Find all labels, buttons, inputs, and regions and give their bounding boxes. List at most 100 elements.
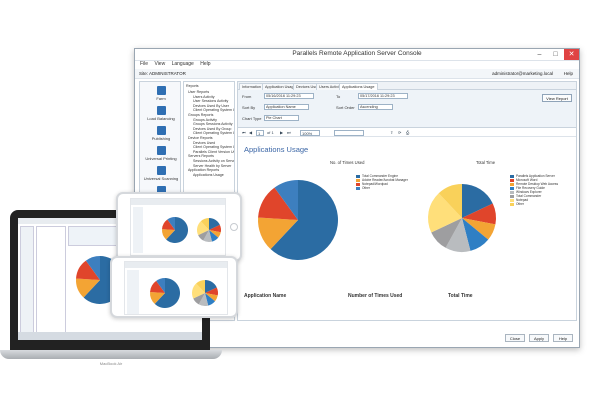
- tree-item[interactable]: Devices Used By Group: [193, 126, 232, 131]
- home-button-icon[interactable]: [230, 223, 238, 231]
- legend-swatch: [510, 202, 514, 206]
- tree-item[interactable]: Server Health by Server: [193, 163, 232, 168]
- last-page-icon[interactable]: ⏭: [287, 130, 291, 135]
- total-time-pie-slice: [428, 193, 462, 233]
- phone-bottom-sidebar: [127, 270, 139, 314]
- legend-swatch: [510, 182, 514, 186]
- times-used-legend-item: Other: [356, 186, 408, 190]
- phone1-total-time-pie-slice: [209, 218, 220, 230]
- phone-bottom: [110, 256, 238, 318]
- tab-information[interactable]: Information: [239, 83, 264, 90]
- sidebar-item-farm[interactable]: Farm: [140, 86, 182, 101]
- view-report-button[interactable]: View Report: [542, 94, 572, 102]
- tree-item[interactable]: Groups Reports: [188, 113, 214, 117]
- phone1-total-time-pie-slice: [203, 230, 212, 242]
- user-account[interactable]: administrator@marketing.local: [492, 71, 553, 76]
- total-time-legend-item: Notepad: [510, 198, 558, 202]
- chart1-legend: Total Commander Engine Adobe Reader/Acrob…: [356, 174, 408, 190]
- total-time-pie-slice: [462, 184, 493, 218]
- tree-item[interactable]: Application Reports: [188, 168, 220, 173]
- tree-item[interactable]: Device Reports: [188, 136, 213, 140]
- column-total-time: Total Time: [448, 293, 473, 299]
- tab-applications-usage[interactable]: Applications Usage: [339, 83, 378, 90]
- first-page-icon[interactable]: ⏮: [242, 130, 246, 135]
- close-window-button[interactable]: ✕: [564, 49, 579, 60]
- next-page-icon[interactable]: ▶: [280, 130, 284, 135]
- tree-item[interactable]: Servers Reports: [188, 154, 214, 159]
- legend-swatch: [510, 194, 514, 198]
- connection-icon: [156, 186, 166, 195]
- tree-item[interactable]: Devices Used By User: [193, 103, 229, 108]
- legend-swatch: [510, 190, 514, 194]
- help-button[interactable]: Help: [553, 334, 573, 342]
- legend-label: Remote Desktop Web Access: [516, 182, 559, 186]
- tree-item[interactable]: Applications Usage: [193, 172, 224, 177]
- phone1-total-time-pie-slice: [209, 230, 221, 238]
- phone2-times-used-pie-slice: [150, 292, 165, 304]
- chart2-legend: Parallels Application Server Microsoft Wo…: [510, 174, 558, 206]
- tree-item[interactable]: Groups Activity: [193, 117, 217, 122]
- tree-item[interactable]: Parallels Client Version Used: [193, 149, 235, 154]
- times-used-legend-item: Total Commander Engine: [356, 174, 408, 178]
- tree-item[interactable]: Client Operating System Use: [193, 108, 235, 113]
- phone1-total-time-pie-slice: [198, 230, 209, 241]
- tree-item[interactable]: Users Activity: [193, 94, 215, 99]
- phone-top-sidebar: [133, 207, 143, 253]
- menu-view[interactable]: View: [154, 61, 166, 67]
- zoom-select[interactable]: 100%: [300, 130, 320, 136]
- find-input[interactable]: [334, 130, 364, 136]
- menu-bar: File View Language Help: [135, 61, 579, 69]
- legend-label: Other: [362, 186, 370, 190]
- sidebar-item-load-balancing[interactable]: Load Balancing: [140, 106, 182, 121]
- refresh-icon[interactable]: ⟳: [398, 130, 402, 135]
- sidebar-item-universal-printing[interactable]: Universal Printing: [140, 146, 182, 161]
- phone2-total-time-pie-slice: [193, 293, 205, 305]
- tree-item[interactable]: User Reports: [188, 90, 210, 94]
- phone2-total-time-pie-slice: [205, 293, 218, 302]
- laptop-tree: [36, 226, 66, 334]
- total-time-pie-slice: [445, 218, 471, 252]
- sort-order-select[interactable]: Ascending: [358, 104, 393, 110]
- times-used-pie-slice: [258, 217, 298, 250]
- site-bar: Site: ADMINISTRATOR administrator@market…: [135, 69, 579, 79]
- tree-header[interactable]: Reports: [186, 84, 199, 88]
- tree-item[interactable]: Client Operating System Used: [193, 145, 234, 150]
- export-icon[interactable]: ⇪: [390, 130, 394, 135]
- help-menu[interactable]: Help: [563, 71, 573, 76]
- from-date-field[interactable]: 05/16/2016 11:29:23: [264, 93, 314, 99]
- site-selector[interactable]: Site: ADMINISTRATOR: [139, 71, 186, 76]
- tree-item[interactable]: Client Operating System Use: [193, 131, 235, 136]
- legend-label: Other: [516, 202, 524, 206]
- menu-language[interactable]: Language: [171, 61, 194, 67]
- page-number-input[interactable]: 1: [256, 130, 264, 136]
- menu-file[interactable]: File: [140, 61, 149, 67]
- tree-item[interactable]: User Sessions Activity: [193, 99, 229, 104]
- close-button[interactable]: Close: [505, 334, 525, 342]
- filter-panel: From 05/16/2016 11:29:23 To 05/17/2016 1…: [238, 90, 576, 128]
- to-date-field[interactable]: 05/17/2016 11:29:23: [358, 93, 408, 99]
- column-application-name: Application Name: [244, 293, 287, 299]
- menu-help[interactable]: Help: [200, 61, 211, 67]
- maximize-button[interactable]: □: [553, 51, 558, 58]
- minimize-button[interactable]: –: [537, 51, 542, 58]
- apply-button[interactable]: Apply: [529, 334, 549, 342]
- tree-item[interactable]: Devices Used: [193, 140, 216, 145]
- total-time-legend-item: Microsoft Word: [510, 178, 558, 182]
- legend-swatch: [510, 174, 514, 178]
- total-time-pie-slice: [462, 218, 496, 240]
- legend-label: Microsoft Word: [516, 178, 538, 182]
- sidebar-item-universal-scanning[interactable]: Universal Scanning: [140, 166, 182, 181]
- legend-swatch: [510, 178, 514, 182]
- times-used-legend-item: Notepad/Wordpad: [356, 182, 408, 186]
- tree-item[interactable]: Sessions Activity on Server: [193, 159, 235, 163]
- chart-type-select[interactable]: Pie Chart: [264, 115, 299, 121]
- sidebar-item-publishing[interactable]: Publishing: [140, 126, 182, 141]
- page-count: of 1: [267, 130, 274, 135]
- tree-item[interactable]: Groups Sessions Activity: [193, 122, 233, 127]
- prev-page-icon[interactable]: ◀: [249, 130, 253, 135]
- print-icon[interactable]: ⎙: [406, 130, 410, 135]
- sort-by-select[interactable]: Application Name: [264, 104, 309, 110]
- laptop-times-used-pie-slice: [85, 256, 100, 280]
- chart2-title: Total Time: [476, 160, 496, 165]
- legend-label: Notepad/Wordpad: [362, 182, 388, 186]
